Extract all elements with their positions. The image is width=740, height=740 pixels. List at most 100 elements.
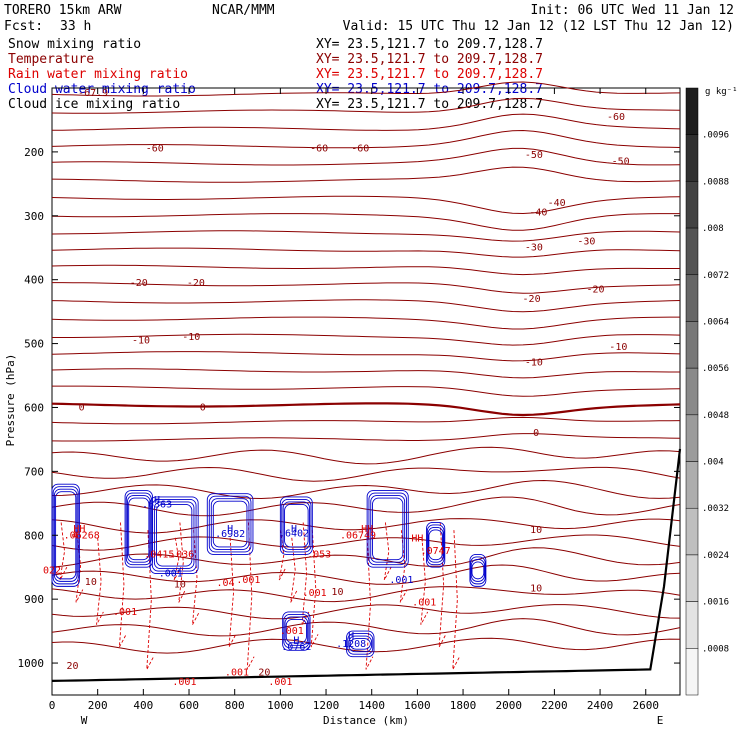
colorbar: g kg⁻¹ .0096 .0088 .008 .0072 .0064 .0056 .004… xyxy=(685,87,738,696)
isotherm-line xyxy=(51,446,681,465)
isotherm-line xyxy=(51,166,681,183)
temperature-label: -30 xyxy=(577,236,595,247)
cloud-water-contour xyxy=(151,498,197,572)
rain-water-label: HH xyxy=(411,533,423,544)
isotherm-line xyxy=(51,195,681,215)
cloud-water-contour xyxy=(284,616,309,646)
cloud-water-contour xyxy=(470,556,486,585)
cloud-water-contour xyxy=(348,635,373,653)
isotherm-line xyxy=(51,299,681,313)
colorbar-label: .0048 xyxy=(702,411,729,421)
y-tick-label: 800 xyxy=(24,529,44,542)
temperature-label: -40 xyxy=(548,198,566,209)
x-tick-label: 600 xyxy=(179,699,199,712)
field-legend: Snow mixing ratio XY= 23.5,121.7 to 209.… xyxy=(8,37,543,112)
cloud-water-contour xyxy=(282,501,310,550)
x-axis-east-label: E xyxy=(657,714,664,727)
legend-cloud-ice-name: Cloud ice mixing ratio xyxy=(8,97,180,112)
cloud-water-label: .6982 xyxy=(215,529,245,540)
cloud-water-contour xyxy=(284,503,309,548)
plot-area: -67.9 -60 -60 -60 -60 -50 -50 -40-40 -30 -30 -20 -2… xyxy=(18,81,682,712)
cloud-water-contour xyxy=(469,553,487,587)
rain-water-contour xyxy=(420,537,429,625)
colorbar-label: .0096 xyxy=(702,131,729,141)
temperature-label: 0 xyxy=(200,402,206,413)
isotherm-line xyxy=(52,282,681,294)
y-tick-label: 600 xyxy=(24,401,44,414)
isotherm-line xyxy=(51,479,681,500)
x-tick-label: 2600 xyxy=(632,699,659,712)
cloud-water-contour xyxy=(470,558,485,582)
init-time: Init: 06 UTC Wed 11 Jan 12 xyxy=(531,3,735,18)
cloud-water-contour xyxy=(370,495,406,563)
isotherm-line xyxy=(51,247,681,258)
organization: NCAR/MMM xyxy=(212,3,275,18)
y-axis-title: Pressure (hPa) xyxy=(4,354,17,447)
cloud-water-contour xyxy=(347,633,374,655)
cloud-water-contour xyxy=(426,524,445,566)
isotherm-line xyxy=(51,264,680,276)
terrain-surface-line xyxy=(51,448,682,682)
y-tick-label: 500 xyxy=(24,338,44,351)
rain-water-label: .0415 xyxy=(144,549,174,560)
temperature-label: -10 xyxy=(609,342,627,353)
cloud-water-contour xyxy=(149,496,199,575)
isotherm-line xyxy=(51,351,681,362)
cloud-water-contour xyxy=(285,618,307,644)
temperature-label: 20 xyxy=(258,668,270,679)
cloud-water-contour xyxy=(281,498,312,553)
legend-cloud-water-name: Cloud water mixing ratio xyxy=(8,82,196,97)
temperature-label: 10 xyxy=(331,587,343,598)
isotherm-line xyxy=(51,416,681,425)
colorbar-label: .0064 xyxy=(702,317,729,327)
rain-water-label: .06268 xyxy=(64,530,100,541)
rain-water-contour xyxy=(438,522,447,648)
y-tick-label: 900 xyxy=(24,593,44,606)
cloud-water-label: .0762 xyxy=(281,642,311,653)
temperature-label: -60 xyxy=(351,144,369,155)
rain-water-label: .036 xyxy=(170,549,194,560)
isotherm-line xyxy=(51,433,681,442)
colorbar-label: .0008 xyxy=(702,644,729,654)
cloud-water-contours xyxy=(51,483,487,658)
cloud-water-contour xyxy=(156,503,193,567)
colorbar-swatch xyxy=(685,601,699,649)
temperature-label: -20 xyxy=(586,284,604,295)
cloud-water-contour xyxy=(283,613,310,649)
x-tick-label: 400 xyxy=(133,699,153,712)
legend-temperature-name: Temperature xyxy=(8,52,94,67)
isotherm-line xyxy=(51,113,681,131)
temperature-label: -40 xyxy=(529,208,547,219)
temperature-label: -20 xyxy=(187,278,205,289)
colorbar-swatch xyxy=(685,87,699,135)
axis-ticks: 0 200 400 600 800 1000 1200 1400 1600 1800 2000 220… xyxy=(18,88,680,712)
colorbar-swatch xyxy=(685,134,699,182)
temperature-label: -60 xyxy=(607,112,625,123)
cloud-water-contour xyxy=(349,638,371,650)
y-tick-label: 300 xyxy=(24,210,44,223)
x-tick-label: 800 xyxy=(225,699,245,712)
temperature-label: -67.9 xyxy=(78,88,108,99)
cloud-water-contour xyxy=(368,492,407,566)
isotherm-line xyxy=(51,129,681,149)
rain-water-label: .001 xyxy=(225,668,249,679)
cloud-water-contour xyxy=(212,500,248,548)
isotherm-line xyxy=(51,147,681,166)
x-tick-label: 200 xyxy=(88,699,108,712)
y-tick-label: 400 xyxy=(24,274,44,287)
rain-water-label: HH xyxy=(73,524,85,535)
x-tick-label: 1400 xyxy=(358,699,385,712)
colorbar-label: .004 xyxy=(702,458,724,468)
isotherm-line xyxy=(51,368,680,379)
cloud-water-contour xyxy=(208,495,252,553)
rain-water-label: .04 xyxy=(217,578,235,589)
x-tick-label: 1000 xyxy=(267,699,294,712)
rain-water-label: 022 xyxy=(43,565,61,576)
temperature-label: -20 xyxy=(523,294,541,305)
colorbar-label: .0024 xyxy=(702,551,729,561)
cloud-water-label: H xyxy=(293,636,299,647)
x-tick-label: 0 xyxy=(49,699,56,712)
rain-water-contour xyxy=(59,522,68,581)
colorbar-swatch xyxy=(685,461,699,509)
